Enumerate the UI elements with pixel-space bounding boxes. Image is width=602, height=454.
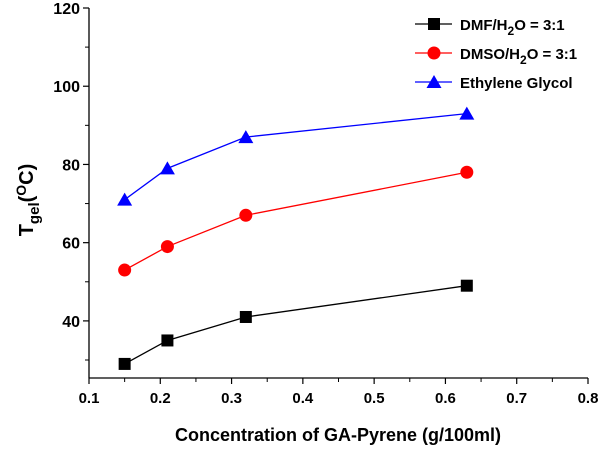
y-axis-label: Tgel(OC) [13,164,43,237]
y-tick-label: 100 [53,79,80,96]
x-tick-label: 0.3 [221,390,242,407]
data-point [117,192,133,206]
data-point [460,279,473,292]
y-tick-label: 120 [53,1,80,18]
data-point [161,334,174,347]
series-line [124,285,467,365]
legend-label: DMF/H2O = 3:1 [460,17,565,38]
legend-marker [427,46,441,60]
legend-item: Ethylene Glycol [415,75,573,92]
x-axis-label: Concentration of GA-Pyrene (g/100ml) [175,425,501,445]
data-point [159,161,175,175]
data-point [118,263,132,277]
legend-label: DMSO/H2O = 3:1 [460,46,577,67]
x-tick-label: 0.2 [150,390,171,407]
data-point [460,165,474,179]
x-tick-label: 0.5 [364,390,385,407]
legend-marker [428,18,440,30]
series-square [118,279,473,370]
data-point [239,310,252,323]
data-point [459,106,475,120]
x-tick-label: 0.8 [578,390,599,407]
x-tick-label: 0.6 [435,390,456,407]
legend-label: Ethylene Glycol [460,75,573,92]
y-tick-label: 60 [62,236,80,253]
y-tick-label: 80 [62,157,80,174]
legend-item: DMF/H2O = 3:1 [415,17,565,38]
x-tick-label: 0.4 [292,390,314,407]
legend-item: DMSO/H2O = 3:1 [415,46,577,67]
series-group [117,106,475,370]
series-line [124,171,467,271]
data-point [118,357,131,370]
axes: 0.1 0.2 0.3 0.4 0.5 0.6 0.7 0.8 40 60 80 100 120 [53,1,598,407]
legend-marker [426,75,442,88]
series-circle [118,165,474,277]
y-tick-label: 40 [62,314,80,331]
legend: DMF/H2O = 3:1 DMSO/H2O = 3:1 Ethylene Glyc… [415,17,577,92]
series-line [124,112,467,201]
x-tick-label: 0.7 [506,390,527,407]
series-triangle [117,106,475,206]
data-point [238,130,254,144]
data-point [239,208,253,222]
x-tick-label: 0.1 [79,390,100,407]
data-point [160,240,174,254]
